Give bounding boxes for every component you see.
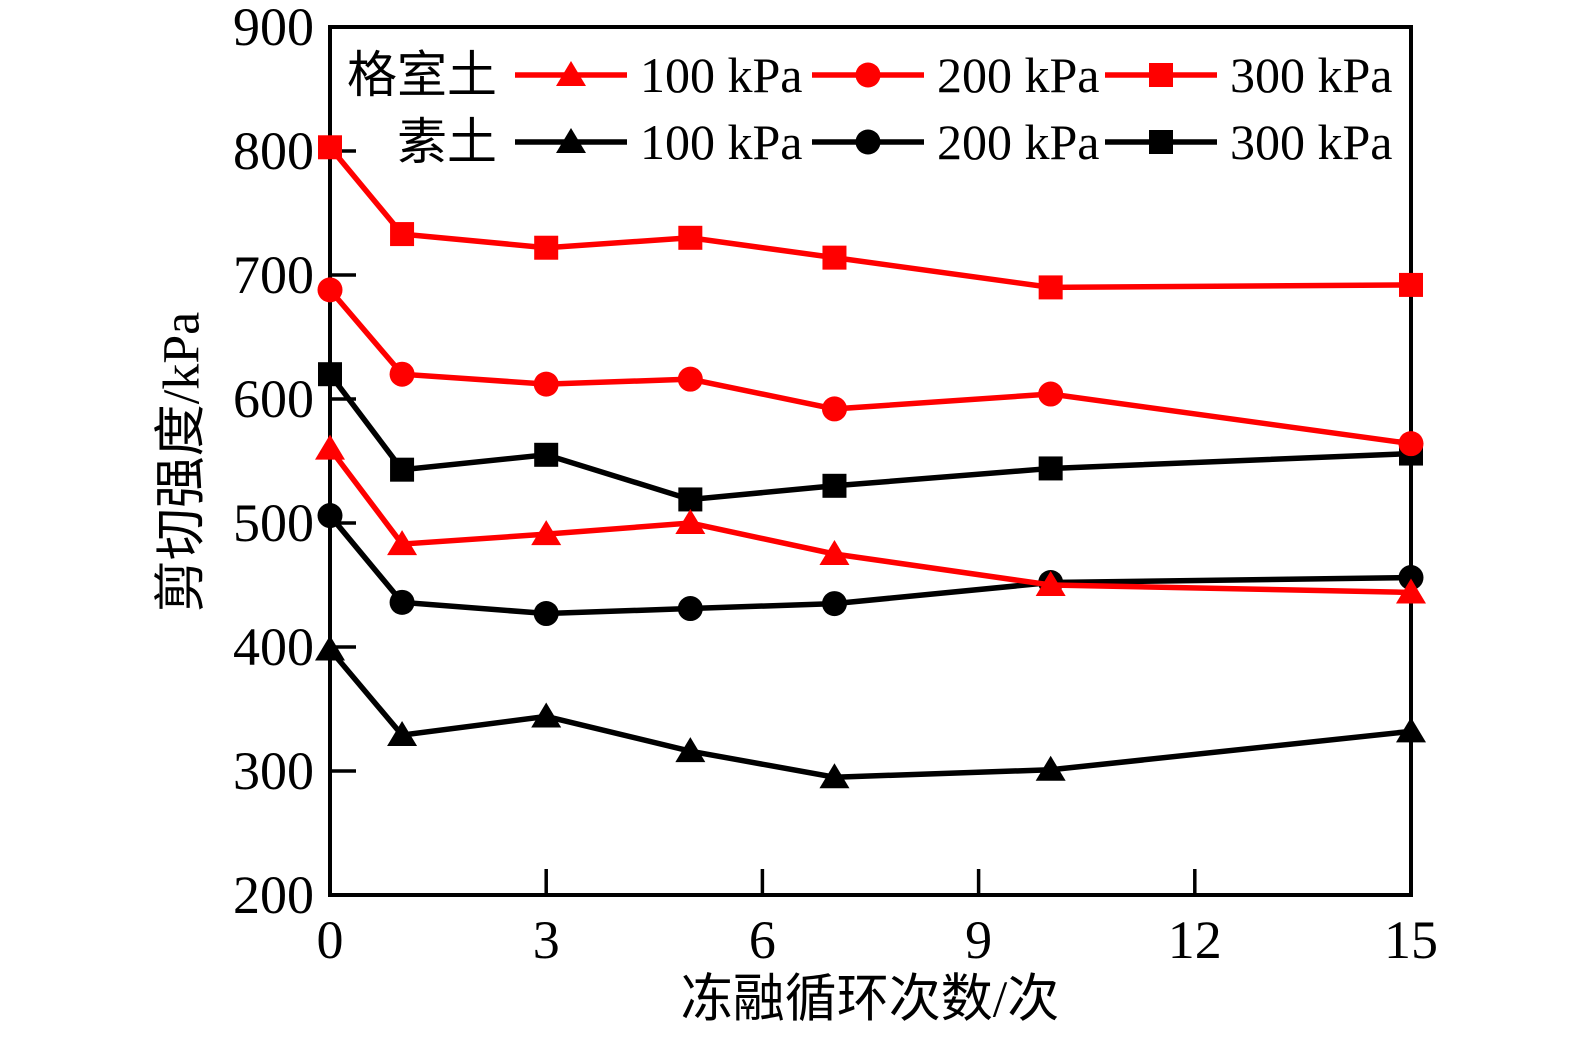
series-line-plain-300kpa [327, 372, 1412, 503]
data-point-plain-300kpa-square-marker-icon [534, 442, 559, 467]
legend-square-marker-icon [1149, 63, 1173, 87]
data-point-geocell-200kpa-circle-marker-icon [317, 277, 343, 303]
series-line-plain-100kpa [327, 647, 1412, 780]
data-point-plain-200kpa-circle-marker-icon [1398, 565, 1424, 591]
series-geocell-300kpa [318, 135, 1423, 300]
data-point-geocell-300kpa-square-marker-icon [534, 235, 559, 260]
data-point-geocell-200kpa-circle-marker-icon [1398, 431, 1424, 457]
data-point-geocell-200kpa-circle-marker-icon [1038, 381, 1064, 407]
data-point-geocell-300kpa-square-marker-icon [390, 222, 415, 247]
series-plain-200kpa [317, 503, 1424, 627]
data-point-plain-200kpa-circle-marker-icon [317, 503, 343, 529]
legend-entry-label: 100 kPa [640, 47, 803, 103]
series-geocell-100kpa [315, 434, 1426, 604]
legend-entry-label: 300 kPa [1230, 47, 1393, 103]
y-tick-label: 800 [233, 121, 314, 181]
data-point-geocell-200kpa-circle-marker-icon [821, 396, 847, 422]
legend-row-geocell: 格室土 100 kPa 200 kPa 300 kPa [347, 47, 1393, 103]
data-point-geocell-100kpa-triangle-marker-icon [675, 509, 706, 534]
data-point-plain-100kpa-triangle-marker-icon [1035, 755, 1066, 781]
y-tick-label: 500 [233, 493, 314, 553]
y-tick-label: 300 [233, 741, 314, 801]
legend-entry-label: 100 kPa [640, 114, 803, 170]
data-point-plain-300kpa-square-marker-icon [822, 473, 847, 498]
legend-circle-marker-icon [855, 129, 881, 155]
x-tick-label: 12 [1168, 910, 1222, 970]
data-point-plain-200kpa-circle-marker-icon [821, 591, 847, 617]
data-point-plain-100kpa-triangle-marker-icon [819, 763, 850, 789]
axis-ticks: 200 300 400 500 600 700 800 900 0 3 6 9 12 15 [233, 0, 1438, 970]
data-point-plain-200kpa-circle-marker-icon [389, 589, 415, 615]
data-point-geocell-300kpa-square-marker-icon [678, 225, 703, 250]
data-point-geocell-200kpa-circle-marker-icon [677, 366, 703, 392]
y-tick-label: 700 [233, 245, 314, 305]
data-point-plain-200kpa-circle-marker-icon [677, 596, 703, 622]
legend-row-plain: 素土 100 kPa 200 kPa 300 kPa [397, 114, 1393, 170]
legend-group-label: 格室土 [347, 47, 497, 103]
series-line-geocell-100kpa [327, 446, 1412, 596]
series-plain-300kpa [318, 362, 1423, 512]
data-point-plain-300kpa-square-marker-icon [318, 362, 342, 387]
data-point-geocell-300kpa-square-marker-icon [1399, 272, 1423, 297]
data-point-geocell-100kpa-triangle-marker-icon [1396, 578, 1426, 604]
data-point-geocell-300kpa-square-marker-icon [822, 245, 847, 270]
data-point-plain-100kpa-triangle-marker-icon [675, 737, 706, 763]
legend-triangle-marker-icon [556, 128, 586, 153]
y-tick-label: 600 [233, 369, 314, 429]
legend-square-marker-icon [1149, 130, 1173, 154]
y-axis-title: 剪切强度/kPa [154, 312, 211, 612]
x-tick-label: 9 [965, 910, 992, 970]
y-tick-label: 400 [233, 617, 314, 677]
legend-triangle-marker-icon [556, 61, 586, 86]
data-point-geocell-100kpa-triangle-marker-icon [531, 520, 562, 546]
legend-group-label: 素土 [397, 114, 497, 170]
data-point-geocell-100kpa-triangle-marker-icon [819, 540, 850, 565]
data-point-geocell-200kpa-circle-marker-icon [533, 371, 559, 397]
legend: 格室土 100 kPa 200 kPa 300 kPa 素土 100 kPa 200 kPa… [347, 47, 1393, 170]
x-axis-title: 冻融循环次数/次 [681, 972, 1059, 1029]
data-point-geocell-100kpa-triangle-marker-icon [315, 434, 345, 460]
legend-entry-label: 200 kPa [937, 114, 1100, 170]
series-plain-100kpa [315, 635, 1426, 789]
series-line-plain-200kpa [327, 513, 1412, 617]
x-tick-label: 0 [317, 910, 344, 970]
data-point-plain-200kpa-circle-marker-icon [533, 601, 559, 627]
legend-circle-marker-icon [855, 62, 881, 88]
data-point-plain-100kpa-triangle-marker-icon [1396, 717, 1426, 743]
x-tick-label: 3 [533, 910, 560, 970]
data-point-plain-100kpa-triangle-marker-icon [315, 635, 345, 661]
data-point-geocell-200kpa-circle-marker-icon [389, 361, 415, 387]
legend-entry-label: 300 kPa [1230, 114, 1393, 170]
x-tick-label: 15 [1384, 910, 1438, 970]
y-tick-label: 900 [233, 0, 314, 57]
data-point-geocell-300kpa-square-marker-icon [1038, 275, 1063, 300]
data-point-geocell-100kpa-triangle-marker-icon [1035, 571, 1066, 596]
y-tick-label: 200 [233, 865, 314, 925]
data-series [315, 135, 1426, 789]
data-point-plain-300kpa-square-marker-icon [678, 487, 703, 512]
data-point-plain-100kpa-triangle-marker-icon [387, 721, 418, 747]
legend-entry-label: 200 kPa [937, 47, 1100, 103]
data-point-geocell-300kpa-square-marker-icon [318, 135, 342, 160]
data-point-plain-300kpa-square-marker-icon [1038, 456, 1063, 481]
data-point-geocell-100kpa-triangle-marker-icon [387, 530, 418, 556]
series-line-geocell-200kpa [327, 288, 1412, 447]
series-geocell-200kpa [317, 277, 1424, 457]
x-tick-label: 6 [749, 910, 776, 970]
data-point-plain-100kpa-triangle-marker-icon [531, 702, 562, 728]
data-point-plain-300kpa-square-marker-icon [390, 457, 415, 482]
